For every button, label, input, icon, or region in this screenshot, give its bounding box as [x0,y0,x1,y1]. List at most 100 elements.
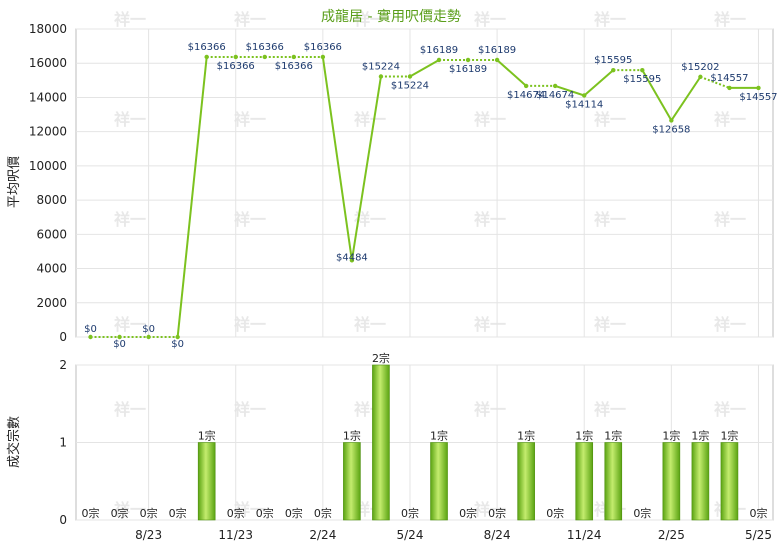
price-plot-frame [75,28,774,338]
watermark-text: 祥一 [354,210,386,229]
watermark-text: 祥一 [714,210,746,229]
price-point [436,57,442,63]
price-point-label: $0 [171,339,184,350]
price-y-tick-label: 8000 [36,193,67,207]
price-grid [76,28,773,338]
price-line-segment [700,75,730,89]
watermark-text: 祥一 [474,10,506,29]
price-point-label: $15202 [681,62,719,73]
watermark-text: 祥一 [594,400,626,419]
watermark-text: 祥一 [114,110,146,129]
watermark-text: 祥一 [714,110,746,129]
price-point [146,334,151,340]
count-y-tick-label: 0 [59,513,67,527]
price-point [640,67,645,73]
x-tick-label: 2/24 [309,528,336,542]
price-y-tick-label: 12000 [29,125,67,139]
price-point [465,57,471,63]
price-y-axis: 0 2000 4000 6000 8000 10000 12000 14000 16000 180… [29,22,67,344]
price-point [88,334,93,340]
price-point [349,258,355,263]
count-y-tick-label: 2 [59,358,67,372]
count-y-axis-label: 成交宗數 [6,416,22,468]
count-bar [720,442,739,521]
watermark-text: 祥一 [714,400,746,419]
count-bar-label: 1宗 [691,429,709,443]
watermark-text: 祥一 [354,110,386,129]
count-bar [662,442,681,521]
count-bar [430,442,448,521]
price-y-tick-label: 16000 [29,56,67,70]
x-tick-label: 11/23 [218,528,253,542]
watermark-text: 祥一 [474,210,506,229]
watermark-text: 祥一 [354,10,386,29]
count-bar [343,442,361,521]
watermark-text: 祥一 [594,210,626,229]
count-bar-label: 1宗 [430,429,448,443]
count-bar-label: 1宗 [343,429,361,443]
x-tick-label: 5/25 [745,528,772,542]
price-point [320,54,326,60]
price-point-label: $15224 [362,62,400,73]
price-line-segment [583,69,614,97]
count-bar-label: 0宗 [256,506,274,520]
price-point-label: $0 [142,324,155,335]
price-line-segment [670,76,702,121]
count-bar-label: 2宗 [372,351,390,365]
watermark-text: 祥一 [114,315,146,334]
count-bar-label: 1宗 [662,429,680,443]
count-bar-label: 0宗 [749,506,767,520]
price-line-segment [350,76,382,261]
count-bar-label: 0宗 [401,506,419,520]
price-point [611,67,616,73]
price-point [291,54,297,60]
price-y-tick-label: 4000 [36,262,67,276]
count-bar-label: 0宗 [546,506,564,520]
price-line-segment [496,59,527,87]
count-bar-label: 1宗 [575,429,593,443]
count-bar [575,442,594,521]
price-point [175,334,180,340]
price-line-segment [409,59,440,78]
watermark-text: 祥一 [234,10,266,29]
chart-title: 成龍居 - 實用呎價走勢 [321,8,461,25]
watermark-text: 祥一 [474,315,506,334]
count-bar-label: 0宗 [169,506,187,520]
price-y-tick-label: 14000 [29,90,67,104]
count-bar-label: 0宗 [314,506,332,520]
watermark-text: 祥一 [594,10,626,29]
price-point-label: $15595 [623,74,661,85]
price-point-label: $15595 [594,55,632,66]
price-line-segment [554,84,585,97]
price-point [523,83,529,89]
count-bar-label: 0宗 [140,506,158,520]
price-y-tick-label: 6000 [36,227,67,241]
count-bar-label: 0宗 [82,506,100,520]
watermark-text: 祥一 [714,315,746,334]
count-bar-label: 1宗 [720,429,738,443]
price-point [117,334,122,340]
watermark-text: 祥一 [594,110,626,129]
price-y-tick-label: 0 [59,330,67,344]
count-bar [517,442,535,521]
price-point-label: $16366 [275,61,313,72]
watermark-text: 祥一 [474,110,506,129]
count-bar [604,442,623,521]
price-point [552,83,558,89]
watermark-text: 祥一 [114,10,146,29]
price-line: $0 $0 $0 $0 $16366 $16366 $16366 $16366 $16366 $4… [84,42,777,350]
price-y-tick-label: 10000 [29,159,67,173]
price-y-axis-label: 平均呎價 [7,156,22,208]
watermark-text: 祥一 [114,210,146,229]
watermark-text: 祥一 [234,110,266,129]
price-line-segment [641,69,673,121]
x-tick-label: 5/24 [397,528,424,542]
price-point [494,57,500,63]
price-point-label: $14114 [565,99,603,110]
price-point-label: $14557 [739,92,777,103]
count-bar-label: 1宗 [198,429,216,443]
price-point-label: $15224 [391,81,429,92]
price-line-segment [321,56,353,261]
